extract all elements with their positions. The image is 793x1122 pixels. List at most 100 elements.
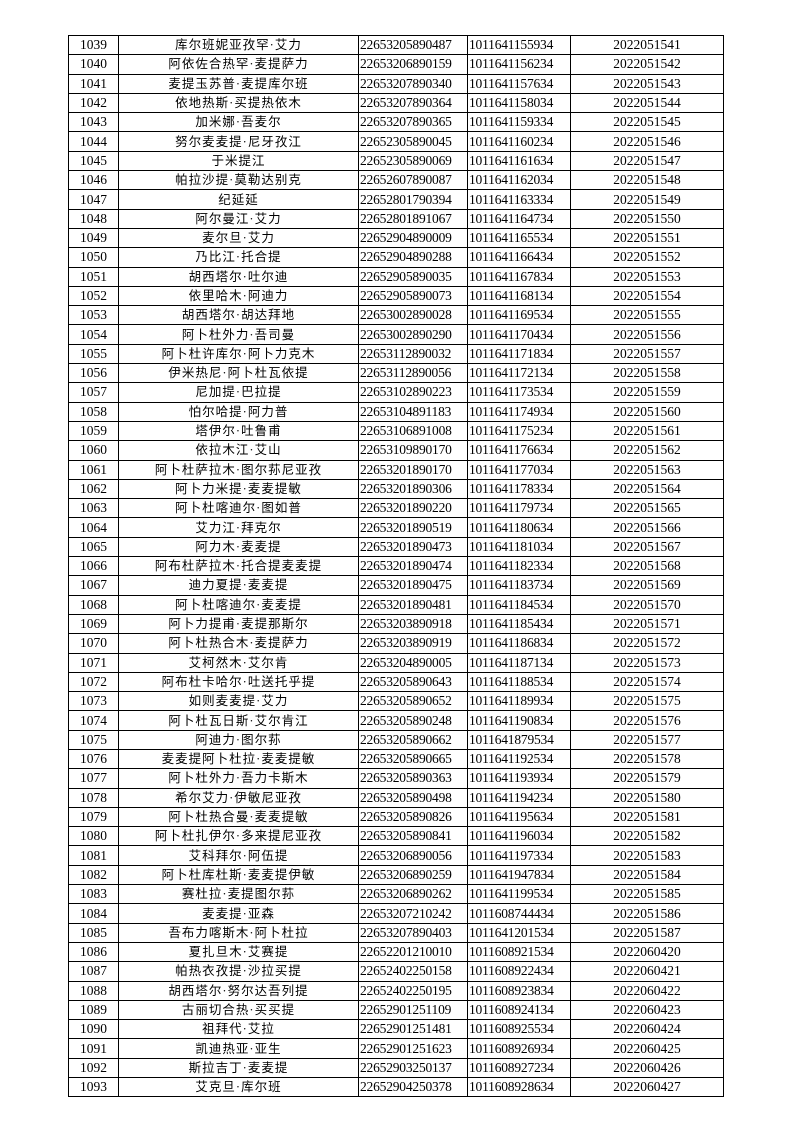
id-number-cell: 1011641175234	[467, 420, 571, 442]
serial-number-cell: 2022051564	[570, 478, 724, 500]
id-number-cell: 1011641180634	[467, 517, 571, 538]
row-number-cell: 1079	[68, 806, 119, 828]
exam-id-cell: 22652905890035	[358, 266, 468, 287]
row-number-cell: 1053	[68, 305, 119, 326]
id-number-cell: 1011641165534	[467, 227, 571, 249]
row-number-cell: 1091	[68, 1038, 119, 1059]
serial-number-cell: 2022051550	[570, 208, 724, 229]
table-row: 1047 纪延延 22652801790394 1011641163334 202205…	[68, 189, 724, 210]
name-cell: 夏扎旦木·艾赛提	[118, 941, 359, 963]
serial-number-cell: 2022051577	[570, 729, 724, 750]
table-row: 1086 夏扎旦木·艾赛提 22652201210010 1011608921534 2…	[68, 941, 724, 963]
exam-id-cell: 22652901251109	[358, 999, 468, 1021]
name-cell: 阿卜杜许库尔·阿卜力克木	[118, 343, 359, 365]
table-row: 1066 阿布杜萨拉木·托合提麦麦提 22653201890474 101164118…	[68, 556, 724, 577]
serial-number-cell: 2022051575	[570, 691, 724, 712]
name-cell: 帕热衣孜提·沙拉买提	[118, 961, 359, 982]
row-number-cell: 1056	[68, 363, 119, 384]
id-number-cell: 1011608927234	[467, 1057, 571, 1079]
table-row: 1087 帕热衣孜提·沙拉买提 22652402250158 101160892243…	[68, 961, 724, 982]
serial-number-cell: 2022051566	[570, 517, 724, 538]
id-number-cell: 1011641193934	[467, 768, 571, 789]
id-number-cell: 1011641178334	[467, 478, 571, 500]
name-cell: 阿尔曼江·艾力	[118, 208, 359, 229]
table-row: 1084 麦麦提·亚森 22653207210242 1011608744434 202…	[68, 903, 724, 924]
row-number-cell: 1042	[68, 92, 119, 114]
exam-id-cell: 22653201890170	[358, 459, 468, 480]
table-row: 1083 赛杜拉·麦提图尔荪 22653206890262 1011641199534…	[68, 884, 724, 905]
name-cell: 加米娜·吾麦尔	[118, 112, 359, 133]
name-cell: 帕拉沙提·莫勒达别克	[118, 170, 359, 191]
row-number-cell: 1071	[68, 652, 119, 673]
id-number-cell: 1011608928634	[467, 1077, 571, 1098]
table-row: 1071 艾柯然木·艾尔肯 22653204890005 1011641187134 2…	[68, 652, 724, 673]
serial-number-cell: 2022051561	[570, 420, 724, 442]
name-cell: 阿卜杜库杜斯·麦麦提伊敏	[118, 864, 359, 886]
serial-number-cell: 2022051551	[570, 227, 724, 249]
exam-id-cell: 22653201890475	[358, 575, 468, 596]
table-row: 1081 艾科拜尔·阿伍提 22653206890056 1011641197334 2…	[68, 845, 724, 866]
table-row: 1041 麦提玉苏普·麦提库尔班 22653207890340 10116411576…	[68, 73, 724, 94]
serial-number-cell: 2022051579	[570, 768, 724, 789]
row-number-cell: 1085	[68, 922, 119, 943]
id-number-cell: 1011641188534	[467, 671, 571, 693]
table-row: 1073 如则麦麦提·艾力 22653205890652 1011641189934 2…	[68, 691, 724, 712]
serial-number-cell: 2022051572	[570, 633, 724, 654]
serial-number-cell: 2022060420	[570, 941, 724, 963]
exam-id-cell: 22653201890481	[358, 594, 468, 615]
exam-id-cell: 22653205890498	[358, 787, 468, 808]
row-number-cell: 1083	[68, 884, 119, 905]
id-number-cell: 1011641879534	[467, 729, 571, 750]
id-number-cell: 1011641179734	[467, 498, 571, 519]
id-number-cell: 1011641158034	[467, 92, 571, 114]
name-cell: 古丽切合热·买买提	[118, 999, 359, 1021]
table-row: 1040 阿依佐合热罕·麦提萨力 22653206890159 10116411562…	[68, 54, 724, 75]
table-row: 1064 艾力江·拜克尔 22653201890519 1011641180634 20…	[68, 517, 724, 538]
row-number-cell: 1040	[68, 54, 119, 75]
row-number-cell: 1060	[68, 440, 119, 461]
name-cell: 艾科拜尔·阿伍提	[118, 845, 359, 866]
serial-number-cell: 2022051554	[570, 285, 724, 307]
serial-number-cell: 2022051565	[570, 498, 724, 519]
table-row: 1062 阿卜力米提·麦麦提敏 22653201890306 101164117833…	[68, 478, 724, 500]
id-number-cell: 1011608744434	[467, 903, 571, 924]
table-row: 1079 阿卜杜热合曼·麦麦提敏 22653205890826 10116411956…	[68, 806, 724, 828]
table-row: 1048 阿尔曼江·艾力 22652801891067 1011641164734 20…	[68, 208, 724, 229]
id-number-cell: 1011641186834	[467, 633, 571, 654]
name-cell: 凯迪热亚·亚生	[118, 1038, 359, 1059]
table-row: 1046 帕拉沙提·莫勒达别克 22652607890087 101164116203…	[68, 170, 724, 191]
table-row: 1039 库尔班妮亚孜罕·艾力 22653205890487 101164115593…	[68, 34, 724, 56]
exam-id-cell: 22653207890365	[358, 112, 468, 133]
row-number-cell: 1072	[68, 671, 119, 693]
row-number-cell: 1081	[68, 845, 119, 866]
row-number-cell: 1070	[68, 633, 119, 654]
name-cell: 塔伊尔·吐鲁甫	[118, 420, 359, 442]
row-number-cell: 1049	[68, 227, 119, 249]
exam-id-cell: 22653205890826	[358, 806, 468, 828]
name-cell: 阿卜力提甫·麦提那斯尔	[118, 613, 359, 635]
table-row: 1043 加米娜·吾麦尔 22653207890365 1011641159334 20…	[68, 112, 724, 133]
exam-id-cell: 22653201890220	[358, 498, 468, 519]
row-number-cell: 1077	[68, 768, 119, 789]
exam-id-cell: 22652901251623	[358, 1038, 468, 1059]
name-cell: 胡西塔尔·吐尔迪	[118, 266, 359, 287]
row-number-cell: 1041	[68, 73, 119, 94]
exam-id-cell: 22653207890340	[358, 73, 468, 94]
name-cell: 阿布杜萨拉木·托合提麦麦提	[118, 556, 359, 577]
serial-number-cell: 2022051576	[570, 710, 724, 731]
row-number-cell: 1074	[68, 710, 119, 731]
table-row: 1080 阿卜杜扎伊尔·多来提尼亚孜 22653205890841 101164119…	[68, 826, 724, 847]
name-cell: 麦麦提·亚森	[118, 903, 359, 924]
table-row: 1054 阿卜杜外力·吾司曼 22653002890290 1011641170434…	[68, 324, 724, 345]
name-cell: 阿卜杜萨拉木·图尔荪尼亚孜	[118, 459, 359, 480]
serial-number-cell: 2022051573	[570, 652, 724, 673]
name-cell: 努尔麦麦提·尼牙孜江	[118, 131, 359, 152]
serial-number-cell: 2022051558	[570, 363, 724, 384]
id-number-cell: 1011608923834	[467, 980, 571, 1001]
row-number-cell: 1090	[68, 1019, 119, 1040]
student-list-table: 1039 库尔班妮亚孜罕·艾力 22653205890487 101164115593…	[68, 34, 724, 1098]
exam-id-cell: 22653203890919	[358, 633, 468, 654]
row-number-cell: 1076	[68, 748, 119, 770]
name-cell: 胡西塔尔·努尔达吾列提	[118, 980, 359, 1001]
serial-number-cell: 2022060427	[570, 1077, 724, 1098]
